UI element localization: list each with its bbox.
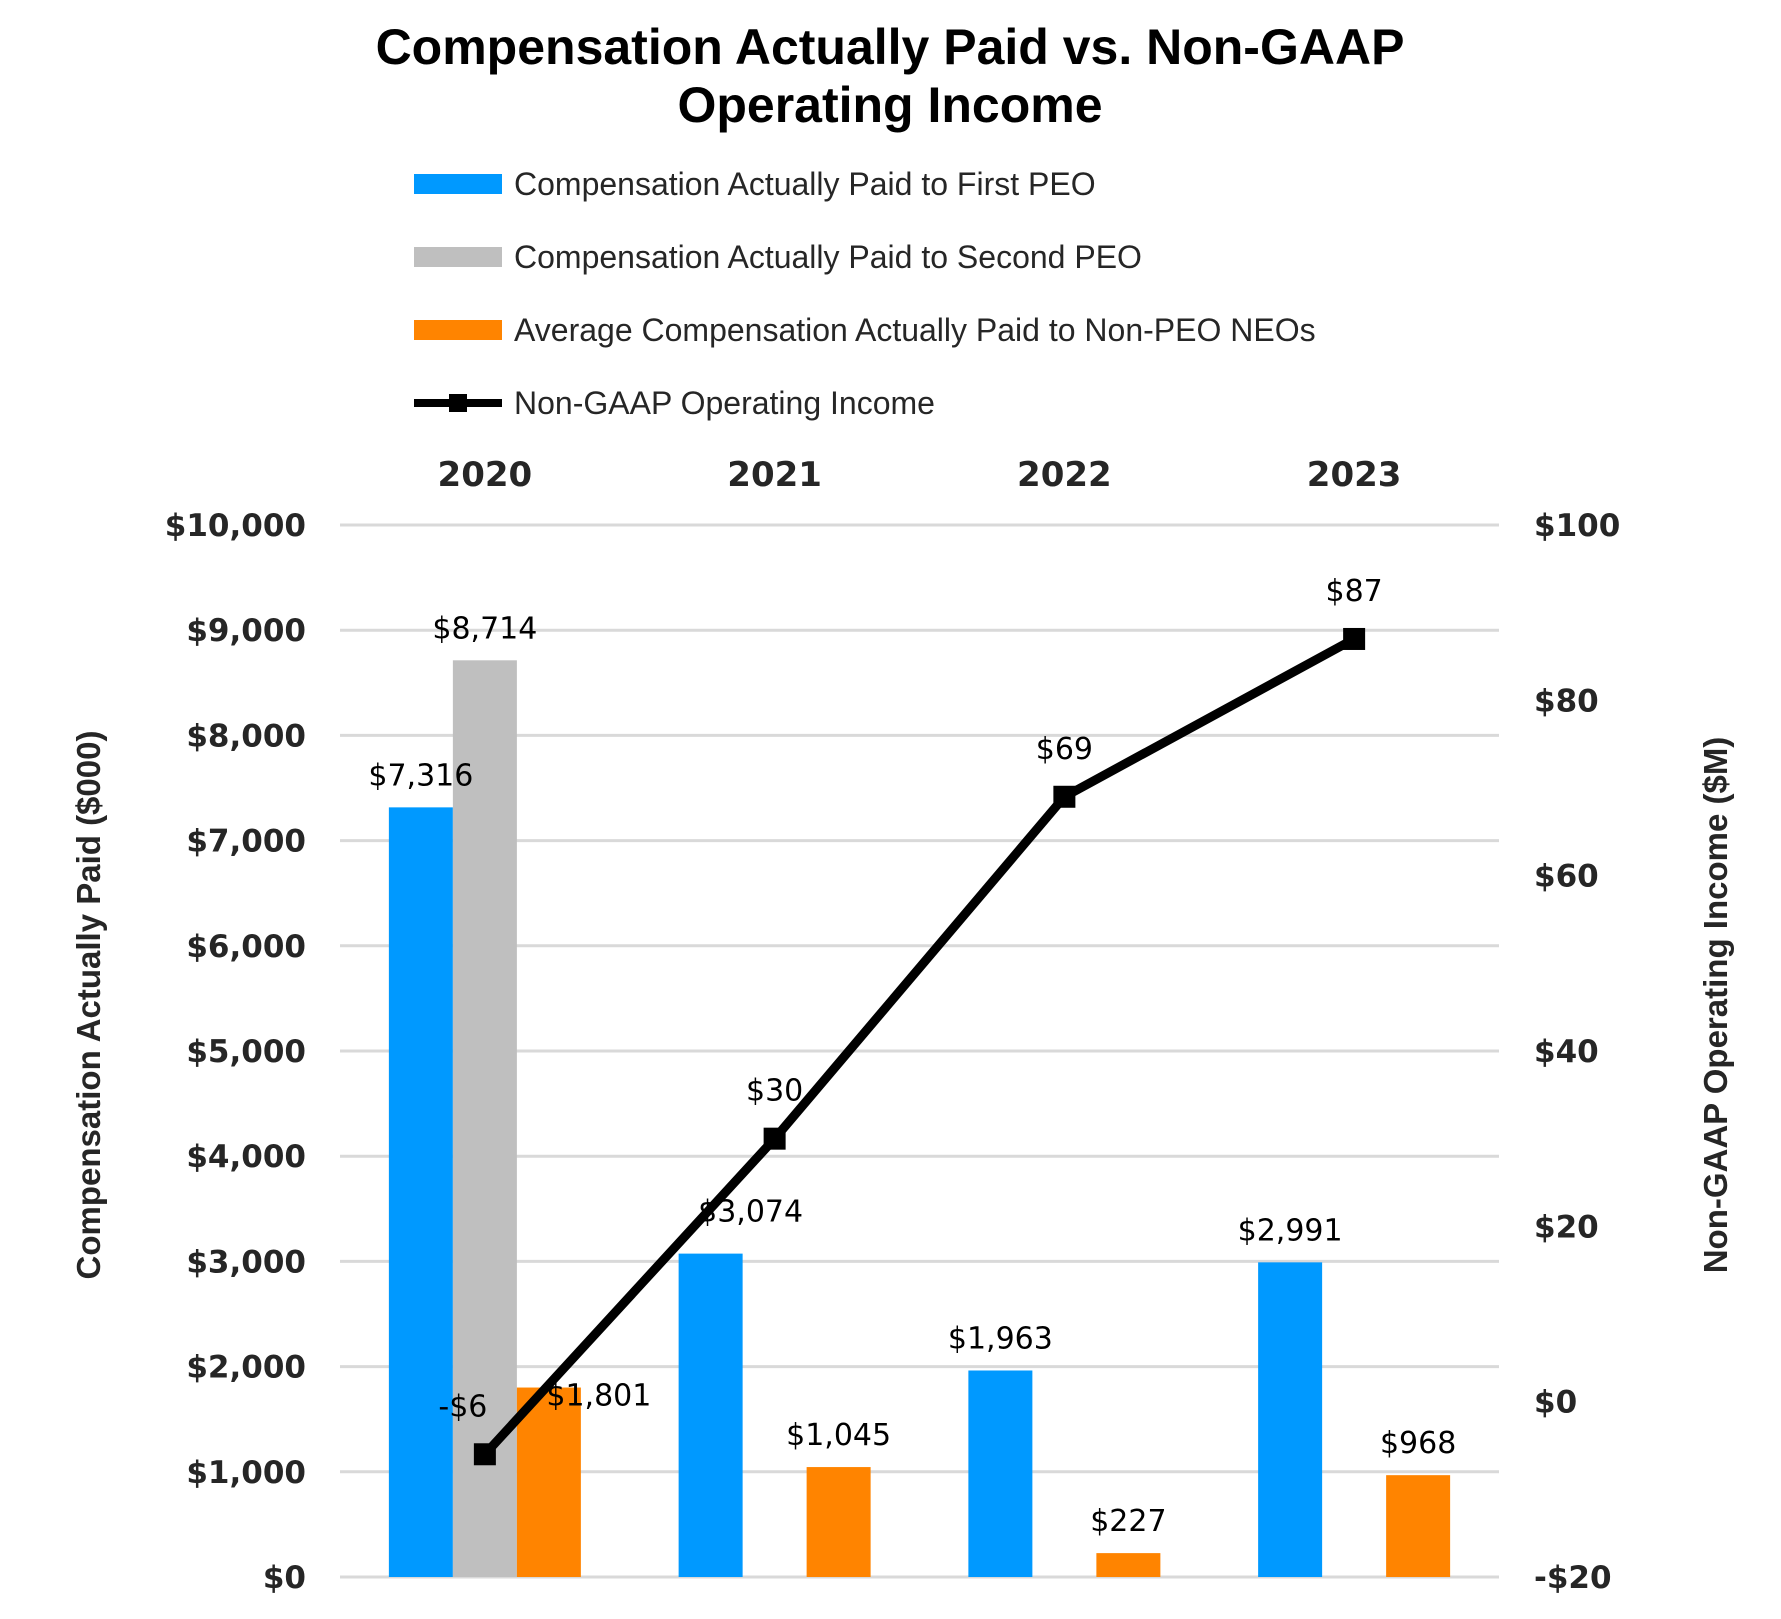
- chart-title-line-1: Compensation Actually Paid vs. Non-GAAP: [376, 19, 1405, 75]
- line-marker: [473, 1443, 496, 1466]
- bar: [806, 1467, 871, 1577]
- x-tick-label: 2020: [438, 455, 533, 495]
- y-tick-label-left: $9,000: [186, 613, 306, 649]
- line-data-label: $87: [1325, 574, 1382, 609]
- bar: [968, 1370, 1033, 1577]
- bar-data-label: $2,991: [1238, 1213, 1343, 1248]
- bar-data-label: $1,963: [948, 1321, 1053, 1356]
- legend-label: Average Compensation Actually Paid to No…: [514, 312, 1316, 348]
- legend-swatch: [414, 174, 502, 194]
- y-tick-label-left: $4,000: [186, 1139, 306, 1175]
- line-data-label: -$6: [438, 1389, 487, 1424]
- x-tick-label: 2021: [727, 455, 822, 495]
- bar: [388, 807, 453, 1577]
- legend-swatch: [414, 320, 502, 340]
- bar-data-label: $1,045: [786, 1418, 891, 1453]
- x-tick-label: 2023: [1307, 455, 1402, 495]
- line-data-label: $30: [746, 1074, 803, 1109]
- y-tick-label-left: $6,000: [186, 929, 306, 965]
- y-tick-label-left: $0: [263, 1560, 306, 1596]
- bar-data-label: $8,714: [432, 611, 537, 646]
- bar: [1258, 1262, 1323, 1577]
- bar-data-label: $3,074: [698, 1195, 803, 1230]
- legend-label: Non-GAAP Operating Income: [514, 385, 935, 421]
- chart-title-line-2: Operating Income: [677, 77, 1102, 133]
- line-marker: [1053, 785, 1076, 808]
- line-data-label: $69: [1036, 732, 1093, 767]
- y-tick-label-left: $2,000: [186, 1350, 306, 1386]
- bar-data-label: $7,316: [368, 758, 473, 793]
- y-axis-title-right: Non-GAAP Operating Income ($M): [1697, 737, 1734, 1274]
- y-tick-label-right: $40: [1534, 1034, 1599, 1070]
- y-tick-label-right: $20: [1534, 1209, 1599, 1245]
- legend-marker: [449, 394, 467, 412]
- y-tick-label-right: $0: [1534, 1385, 1577, 1421]
- line-marker: [763, 1127, 786, 1150]
- bar-data-label: $1,801: [546, 1379, 651, 1414]
- y-tick-label-right: $60: [1534, 859, 1599, 895]
- legend-label: Compensation Actually Paid to Second PEO: [514, 239, 1142, 275]
- bars: [388, 660, 1451, 1577]
- y-tick-label-right: $80: [1534, 683, 1599, 719]
- y-axis-title-left: Compensation Actually Paid ($000): [70, 731, 107, 1280]
- axes: $0 $1,000 $2,000 $3,000 $4,000 $5,000 $6,000 $7…: [165, 455, 1620, 1596]
- y-tick-label-right: -$20: [1534, 1560, 1612, 1596]
- bar: [1386, 1475, 1451, 1577]
- y-tick-label-left: $5,000: [186, 1034, 306, 1070]
- y-tick-label-left: $1,000: [186, 1455, 306, 1491]
- bar-data-label: $968: [1380, 1426, 1456, 1461]
- y-tick-label-left: $7,000: [186, 824, 306, 860]
- line-marker: [1343, 627, 1366, 650]
- bar: [516, 1387, 581, 1577]
- bar: [1096, 1553, 1161, 1577]
- y-tick-label-left: $10,000: [165, 508, 306, 544]
- line-path: [481, 635, 1357, 1458]
- y-tick-label-left: $3,000: [186, 1244, 306, 1280]
- data-labels: $7,316 $3,074 $1,963 $2,991 $8,714 $1,801 $1,0…: [368, 574, 1456, 1539]
- line-series: [473, 627, 1366, 1466]
- bar: [452, 660, 517, 1577]
- legend: Compensation Actually Paid to First PEO C…: [414, 166, 1316, 421]
- y-tick-label-right: $100: [1534, 508, 1620, 544]
- legend-label: Compensation Actually Paid to First PEO: [514, 166, 1096, 202]
- x-tick-label: 2022: [1017, 455, 1112, 495]
- legend-swatch: [414, 247, 502, 267]
- bar: [678, 1253, 743, 1577]
- bar-data-label: $227: [1090, 1504, 1166, 1539]
- y-tick-label-left: $8,000: [186, 718, 306, 754]
